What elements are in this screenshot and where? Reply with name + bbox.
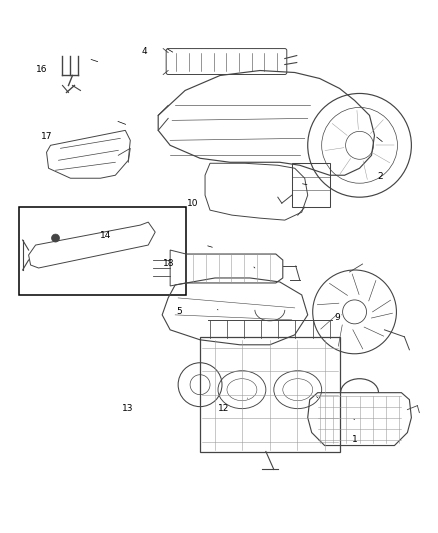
Text: 9: 9 xyxy=(334,313,340,322)
Bar xyxy=(19,207,186,295)
Text: 16: 16 xyxy=(36,66,48,74)
Text: 2: 2 xyxy=(378,172,383,181)
Bar xyxy=(292,163,330,207)
Text: 13: 13 xyxy=(122,404,133,413)
Circle shape xyxy=(52,234,60,242)
Text: 14: 14 xyxy=(100,231,111,240)
Text: 10: 10 xyxy=(187,199,198,208)
Text: 4: 4 xyxy=(142,47,148,55)
Bar xyxy=(200,337,339,451)
Text: 5: 5 xyxy=(176,307,182,316)
Text: 1: 1 xyxy=(351,435,357,444)
Text: 17: 17 xyxy=(41,132,52,141)
Text: 18: 18 xyxy=(163,259,174,268)
Text: 12: 12 xyxy=(218,404,229,413)
